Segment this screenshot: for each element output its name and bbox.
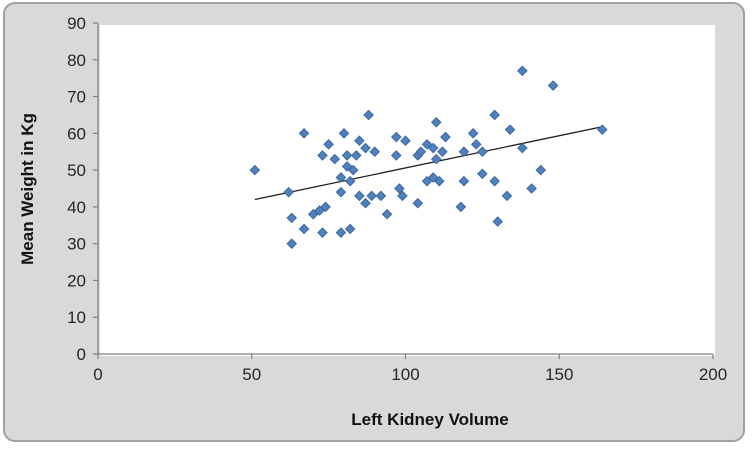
data-point-marker[interactable]	[341, 150, 353, 161]
x-tick-label: 200	[699, 365, 727, 384]
data-point-marker[interactable]	[317, 227, 328, 238]
data-point-marker[interactable]	[298, 223, 310, 235]
data-point-marker[interactable]	[375, 190, 387, 202]
data-point-marker[interactable]	[344, 223, 356, 235]
y-tick-label: 20	[67, 271, 86, 290]
data-point-marker[interactable]	[354, 135, 365, 146]
data-point-marker[interactable]	[390, 131, 402, 143]
data-point-marker[interactable]	[547, 80, 559, 91]
x-axis-title: Left Kidney Volume	[351, 410, 509, 429]
data-point-marker[interactable]	[477, 168, 488, 180]
y-tick-label: 0	[77, 345, 86, 364]
data-point-marker[interactable]	[335, 227, 347, 238]
data-point-marker[interactable]	[320, 201, 331, 213]
data-point-marker[interactable]	[421, 139, 433, 150]
data-point-marker[interactable]	[286, 212, 298, 224]
data-point-marker[interactable]	[470, 139, 482, 150]
data-point-marker[interactable]	[335, 186, 347, 198]
data-point-marker[interactable]	[458, 175, 470, 187]
data-point-marker[interactable]	[323, 139, 334, 150]
data-point-marker[interactable]	[434, 175, 445, 187]
data-point-marker[interactable]	[360, 197, 371, 209]
y-tick-label: 40	[67, 198, 86, 217]
trend-line	[254, 126, 603, 201]
data-point-marker[interactable]	[350, 150, 362, 161]
y-tick-label: 70	[67, 88, 86, 107]
data-point-marker[interactable]	[400, 135, 411, 146]
y-tick-label: 30	[67, 235, 86, 254]
y-tick-label: 90	[67, 14, 86, 33]
y-tick-label: 80	[67, 51, 86, 70]
data-point-marker[interactable]	[347, 164, 359, 176]
data-point-marker[interactable]	[415, 146, 427, 158]
data-point-marker[interactable]	[596, 124, 608, 135]
data-point-marker[interactable]	[394, 183, 405, 194]
data-point-marker[interactable]	[455, 201, 467, 213]
data-point-marker[interactable]	[283, 186, 294, 198]
data-point-marker[interactable]	[427, 172, 439, 183]
data-point-marker[interactable]	[390, 150, 402, 161]
x-tick-label: 50	[242, 365, 261, 384]
y-tick-label: 60	[67, 124, 86, 143]
chart-frame[interactable]	[3, 2, 745, 442]
x-tick-label: 0	[93, 365, 102, 384]
data-point-marker[interactable]	[427, 142, 439, 154]
y-axis-title: Mean Weight in Kg	[18, 113, 37, 265]
data-point-marker[interactable]	[249, 164, 261, 176]
data-point-marker[interactable]	[335, 172, 347, 183]
data-point-marker[interactable]	[344, 175, 356, 187]
data-point-marker[interactable]	[360, 142, 371, 154]
data-point-marker[interactable]	[397, 190, 408, 202]
data-point-marker[interactable]	[489, 109, 500, 121]
data-point-marker[interactable]	[526, 183, 537, 194]
data-point-marker[interactable]	[501, 190, 513, 202]
data-point-marker[interactable]	[354, 190, 365, 202]
data-point-marker[interactable]	[437, 146, 448, 158]
data-point-marker[interactable]	[477, 146, 488, 158]
data-point-marker[interactable]	[317, 150, 328, 161]
data-point-marker[interactable]	[430, 116, 442, 128]
data-point-marker[interactable]	[430, 153, 442, 165]
x-tick-label: 150	[545, 365, 573, 384]
data-point-marker[interactable]	[412, 197, 424, 209]
data-point-marker[interactable]	[458, 146, 470, 158]
data-point-marker[interactable]	[366, 190, 377, 202]
y-tick-label: 10	[67, 308, 86, 327]
plot-area	[100, 25, 715, 356]
data-point-marker[interactable]	[363, 109, 374, 121]
data-point-marker[interactable]	[369, 146, 381, 158]
data-point-marker[interactable]	[338, 128, 350, 139]
x-tick-label: 100	[391, 365, 419, 384]
data-point-marker[interactable]	[535, 164, 547, 176]
data-point-marker[interactable]	[492, 216, 504, 227]
data-point-marker[interactable]	[329, 153, 341, 165]
data-point-marker[interactable]	[298, 128, 310, 139]
data-point-marker[interactable]	[489, 175, 500, 187]
y-tick-label: 50	[67, 161, 86, 180]
data-point-marker[interactable]	[440, 131, 451, 143]
data-point-marker[interactable]	[381, 208, 393, 220]
data-point-marker[interactable]	[286, 238, 298, 249]
data-point-marker[interactable]	[517, 65, 528, 77]
data-point-marker[interactable]	[504, 124, 516, 135]
data-point-marker[interactable]	[517, 142, 528, 154]
data-point-marker[interactable]	[467, 128, 479, 139]
